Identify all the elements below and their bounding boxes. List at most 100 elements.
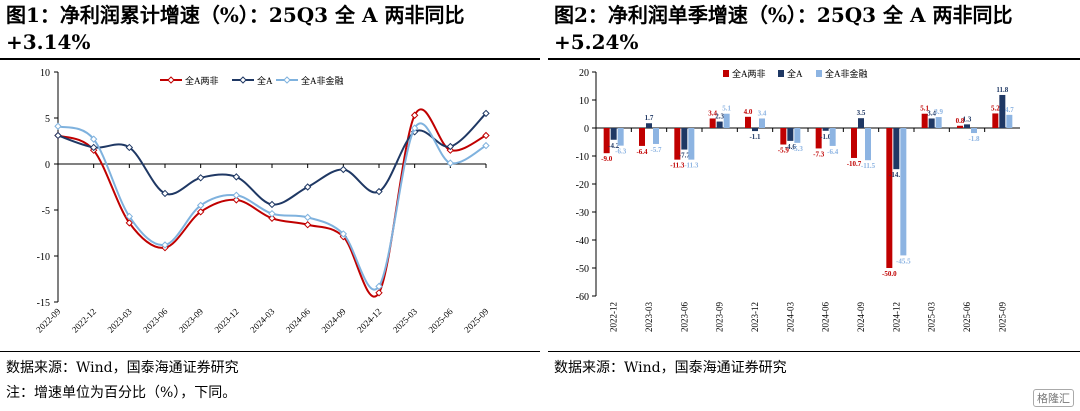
left-title-line1: 图1：净利润累计增速（%）：25Q3 全 A 两非同比 — [6, 3, 465, 27]
y-tick-label: 5 — [45, 114, 50, 125]
watermark-logo: 格隆汇 — [1033, 389, 1074, 407]
x-tick-label: 2023-09 — [177, 306, 206, 335]
data-label: -1.0 — [820, 133, 832, 141]
legend-label: 全A — [787, 68, 803, 79]
legend: 全A两非 全A 全A非金融 — [723, 68, 868, 79]
legend-marker — [283, 76, 291, 84]
bar — [815, 128, 822, 149]
data-label: -6.3 — [615, 148, 627, 156]
data-point — [268, 200, 276, 209]
y-tick-label: -30 — [576, 208, 589, 219]
data-point — [232, 173, 241, 181]
x-tick-label: 2023-12 — [750, 302, 760, 332]
data-point — [161, 189, 169, 198]
data-point — [410, 111, 419, 119]
x-tick-label: 2024-12 — [891, 302, 901, 332]
data-point — [268, 209, 276, 218]
data-label: 2.3 — [715, 113, 724, 121]
data-label: -1.8 — [968, 135, 980, 143]
data-label: -5.7 — [650, 146, 662, 154]
x-tick-label: 2025-09 — [462, 306, 491, 335]
y-tick-label: -40 — [576, 236, 589, 247]
y-tick-label: -15 — [37, 298, 50, 309]
right-title-line2: +5.24% — [554, 30, 639, 54]
bar — [822, 128, 829, 131]
bar — [886, 128, 893, 268]
data-label: -14.7 — [889, 171, 904, 179]
data-point — [339, 165, 348, 174]
data-point — [54, 122, 62, 130]
bar — [716, 121, 723, 128]
bar — [681, 128, 688, 150]
data-point — [303, 221, 312, 229]
bar — [893, 128, 900, 170]
x-tick-label: 2024-06 — [821, 302, 831, 332]
data-point — [125, 219, 134, 227]
left-note: 注：增速单位为百分比（%），下同。 — [6, 385, 237, 401]
legend-swatch — [778, 70, 784, 77]
data-point — [375, 187, 383, 196]
bar — [723, 113, 730, 128]
data-label: 3.5 — [857, 109, 866, 117]
data-point — [446, 159, 455, 167]
data-label: -1.1 — [749, 133, 761, 141]
y-tick-label: 20 — [579, 68, 589, 79]
x-tick-label: 2025-06 — [426, 306, 455, 335]
bar — [851, 128, 857, 158]
data-label: 4.0 — [744, 108, 753, 116]
data-label: 5.1 — [920, 105, 929, 113]
x-tick-label: 2025-03 — [391, 306, 420, 335]
right-title-line1: 图2：净利润单季增速（%）：25Q3 全 A 两非同比 — [554, 3, 1013, 27]
data-point — [303, 213, 312, 222]
y-tick-label: -10 — [576, 152, 589, 163]
data-point — [232, 196, 241, 204]
data-label: 11.8 — [996, 86, 1008, 94]
y-tick-label: -60 — [576, 292, 589, 303]
data-label: -5.9 — [778, 147, 790, 155]
y-tick-label: 0 — [45, 160, 50, 171]
bar — [759, 118, 765, 128]
data-label: -4.2 — [608, 142, 620, 150]
data-point — [125, 143, 134, 152]
bar — [971, 128, 977, 134]
bar — [780, 128, 787, 145]
y-tick-label: 0 — [584, 124, 589, 135]
x-tick-label: 2024-09 — [319, 306, 348, 335]
legend-swatch — [816, 70, 822, 77]
bar — [603, 128, 610, 154]
data-point — [482, 109, 490, 118]
data-label: 3.9 — [934, 108, 943, 116]
data-label: -10.7 — [847, 160, 862, 168]
data-label: -7.3 — [813, 150, 825, 158]
data-label: 1.3 — [963, 115, 972, 123]
bar — [674, 128, 681, 160]
data-label: -11.5 — [861, 162, 876, 170]
line-chart: -15 -10 -5 0 5 10 2022-09 2022-12 2023-03 2023-06… — [34, 68, 491, 335]
data-point — [196, 174, 205, 182]
y-tick-label: -10 — [37, 252, 50, 263]
legend-swatch — [723, 70, 729, 77]
bar — [964, 124, 970, 128]
data-point — [303, 183, 312, 191]
data-point — [196, 201, 205, 210]
legend: 全A两非 全A 全A非金融 — [160, 75, 344, 86]
y-tick-label: 10 — [579, 96, 589, 107]
data-label: -11.3 — [684, 162, 699, 170]
right-chart-title: 图2：净利润单季增速（%）：25Q3 全 A 两非同比 +5.24% — [554, 2, 1080, 56]
data-label: -9.0 — [601, 155, 613, 163]
data-point — [268, 214, 276, 222]
data-point — [482, 141, 490, 150]
data-label: -11.3 — [670, 162, 685, 170]
data-point — [125, 212, 134, 221]
left-title-rule — [0, 58, 540, 60]
bar — [928, 118, 935, 128]
x-tick-label: 2023-06 — [141, 306, 170, 335]
x-tick-label: 2023-09 — [715, 302, 725, 332]
legend-label: 全A两非 — [732, 68, 766, 79]
data-label: 0.8 — [956, 117, 965, 125]
series-2 — [54, 122, 490, 291]
left-chart-title: 图1：净利润累计增速（%）：25Q3 全 A 两非同比 +3.14% — [6, 2, 540, 56]
y-tick-label: 10 — [40, 68, 50, 79]
bar — [829, 128, 836, 146]
data-label: -50.0 — [882, 270, 897, 278]
